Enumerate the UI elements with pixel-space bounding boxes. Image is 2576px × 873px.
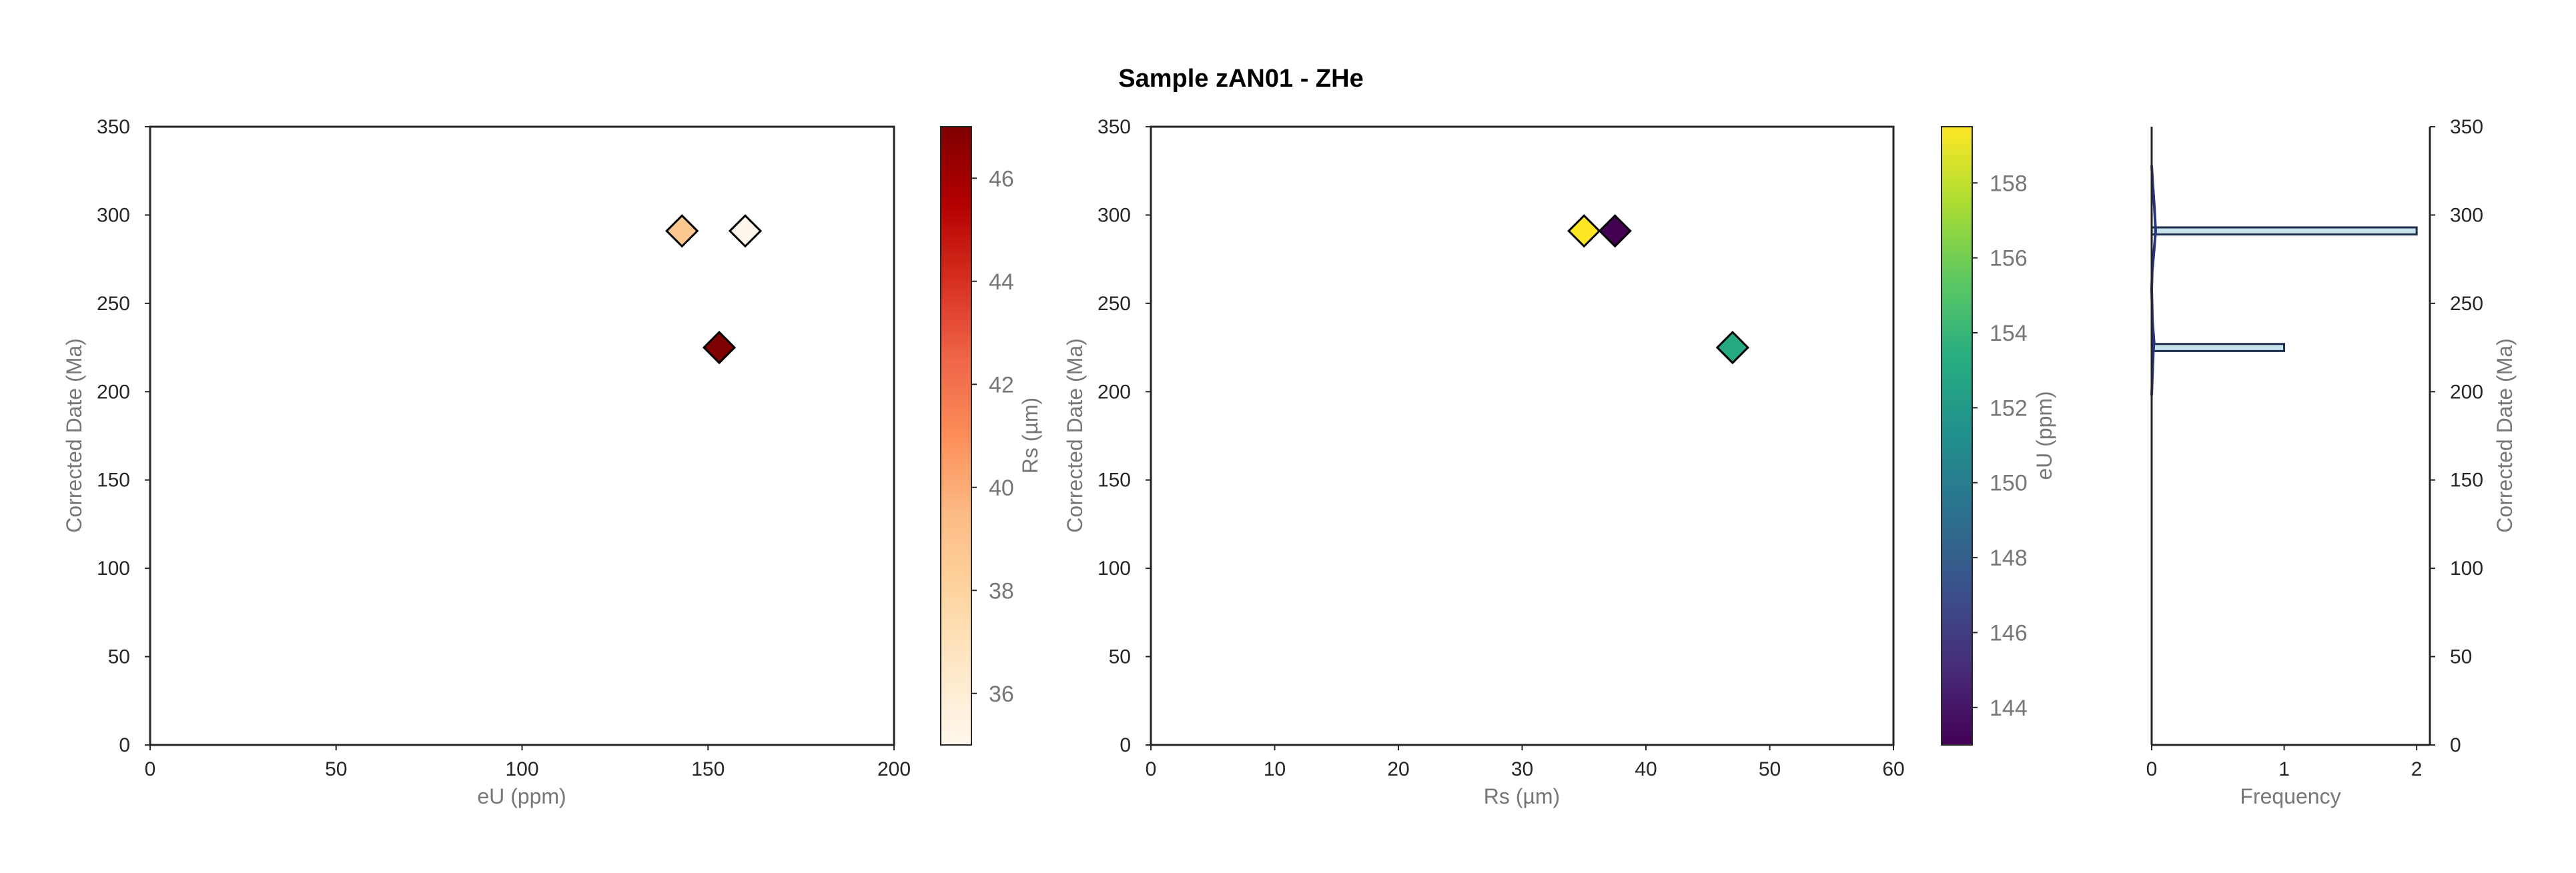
y-tick-label: 100: [97, 558, 130, 580]
y-tick-label: 250: [2450, 293, 2483, 315]
y-tick-label: 50: [108, 646, 130, 668]
colorbar-tick-label: 144: [1990, 696, 2028, 721]
data-point: [702, 330, 737, 365]
x-tick-label: 150: [691, 758, 725, 780]
x-tick-label: 1: [2278, 758, 2290, 780]
y-tick-label: 300: [2450, 204, 2483, 226]
colorbar-eu: 144 146 148 150 152 154 156 158 eU (ppm): [1941, 126, 2056, 746]
colorbar-tick-label: 44: [989, 269, 1014, 295]
y-tick-label: 300: [97, 204, 130, 226]
colorbar-tick-label: 158: [1990, 171, 2028, 196]
panel3-xlabel: Frequency: [2240, 784, 2340, 808]
y-tick-label: 250: [1098, 293, 1131, 315]
colorbar-tick-label: 46: [989, 166, 1014, 191]
data-point: [665, 214, 699, 248]
x-tick-label: 10: [1264, 758, 1286, 780]
panel2-ticks: 0 10 20 30 40 50 60 0 50 100 150 200 250 300 350: [1098, 116, 1905, 780]
x-tick-label: 60: [1882, 758, 1904, 780]
colorbar-eu-gradient: [1941, 126, 1973, 746]
x-tick-label: 50: [325, 758, 347, 780]
x-tick-label: 2: [2411, 758, 2423, 780]
colorbar-tick-label: 148: [1990, 546, 2028, 571]
y-tick-label: 250: [97, 293, 130, 315]
y-tick-label: 0: [119, 734, 130, 756]
data-point: [728, 214, 763, 248]
panel3-ticks: 0 1 2 0 50 100 150 200 250 300 350: [2146, 116, 2483, 780]
panel1-points: [665, 214, 763, 365]
y-tick-label: 150: [97, 470, 130, 492]
panel2-points: [1567, 214, 1749, 365]
colorbar-rs-ticks: 36 38 40 42 44 46: [971, 166, 1014, 707]
colorbar-tick-label: 146: [1990, 620, 2028, 646]
colorbar-eu-label: eU (ppm): [2032, 391, 2056, 480]
colorbar-tick-label: 154: [1990, 321, 2028, 346]
colorbar-eu-ticks: 144 146 148 150 152 154 156 158: [1972, 171, 2028, 721]
y-tick-label: 100: [2450, 558, 2483, 580]
x-tick-label: 30: [1511, 758, 1533, 780]
panel2-frame: [1150, 125, 1895, 746]
y-tick-label: 350: [2450, 116, 2483, 138]
histogram-bar: [2150, 226, 2418, 236]
colorbar-tick-label: 38: [989, 578, 1014, 604]
colorbar-rs-label: Rs (µm): [1018, 397, 1042, 474]
panel-date-vs-rs: 0 10 20 30 40 50 60 0 50 100 150 200 250 300 350 Rs (µ…: [1063, 116, 1905, 808]
colorbar-tick-label: 40: [989, 476, 1014, 501]
y-tick-label: 200: [97, 381, 130, 403]
colorbar-rs-gradient: [940, 126, 972, 746]
x-tick-label: 0: [145, 758, 156, 780]
x-tick-label: 20: [1387, 758, 1409, 780]
x-tick-label: 0: [2146, 758, 2158, 780]
panel3-bars: [2150, 226, 2418, 352]
panel2-xlabel: Rs (µm): [1484, 784, 1560, 808]
y-tick-label: 350: [1098, 116, 1131, 138]
colorbar-rs: 36 38 40 42 44 46 Rs (µm): [940, 126, 1042, 746]
panel2-ylabel: Corrected Date (Ma): [1063, 338, 1087, 533]
y-tick-label: 150: [2450, 470, 2483, 492]
y-tick-label: 200: [2450, 381, 2483, 403]
colorbar-tick-label: 156: [1990, 246, 2028, 271]
colorbar-tick-label: 42: [989, 372, 1014, 397]
colorbar-tick-label: 152: [1990, 395, 2028, 421]
panel1-ylabel: Corrected Date (Ma): [62, 338, 86, 533]
x-tick-label: 50: [1759, 758, 1781, 780]
x-tick-label: 100: [505, 758, 538, 780]
x-tick-label: 40: [1635, 758, 1657, 780]
panel-date-histogram: 0 1 2 0 50 100 150 200 250 300 350 Frequency Corre…: [2146, 116, 2517, 808]
panel1-ticks: 0 50 100 150 200 0 50 100 150 200 250 300 350: [97, 116, 911, 780]
y-tick-label: 0: [2450, 734, 2461, 756]
data-point: [1598, 214, 1632, 248]
panel1-xlabel: eU (ppm): [477, 784, 566, 808]
histogram-bar: [2150, 343, 2286, 352]
panel-date-vs-eu: 0 50 100 150 200 0 50 100 150 200 250 300 350 eU (pp…: [62, 116, 911, 808]
data-point: [1567, 214, 1601, 248]
panel1-frame: [149, 125, 895, 746]
colorbar-tick-label: 150: [1990, 471, 2028, 496]
y-tick-label: 200: [1098, 381, 1131, 403]
y-tick-label: 50: [2450, 646, 2472, 668]
colorbar-tick-label: 36: [989, 682, 1014, 707]
y-tick-label: 150: [1098, 470, 1131, 492]
y-tick-label: 50: [1109, 646, 1131, 668]
x-tick-label: 200: [877, 758, 911, 780]
figure-title: Sample zAN01 - ZHe: [1118, 65, 1363, 93]
y-tick-label: 350: [97, 116, 130, 138]
y-tick-label: 300: [1098, 204, 1131, 226]
data-point: [1715, 330, 1749, 365]
y-tick-label: 100: [1098, 558, 1131, 580]
x-tick-label: 0: [1146, 758, 1157, 780]
y-tick-label: 0: [1120, 734, 1131, 756]
panel3-ylabel: Corrected Date (Ma): [2493, 338, 2517, 533]
